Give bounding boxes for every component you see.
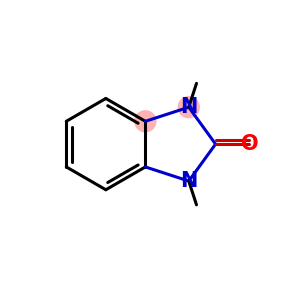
Text: N: N [180, 97, 197, 117]
Text: N: N [180, 171, 197, 191]
Circle shape [178, 96, 200, 118]
Circle shape [134, 110, 157, 133]
Text: O: O [241, 134, 258, 154]
